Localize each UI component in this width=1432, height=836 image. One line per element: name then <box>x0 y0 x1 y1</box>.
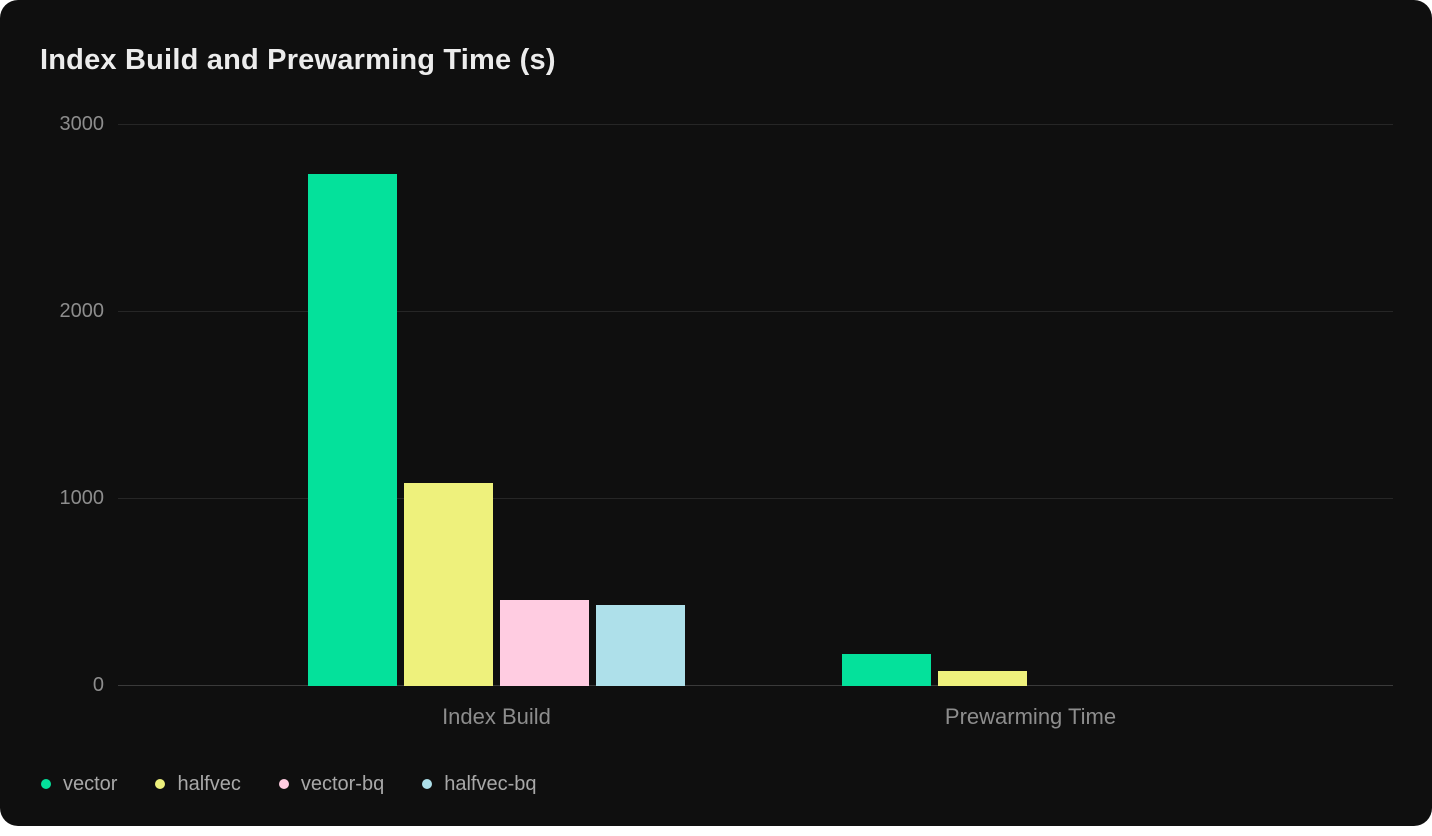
legend-item-vector[interactable]: vector <box>41 773 117 796</box>
legend-dot-icon <box>422 779 433 789</box>
legend-item-halfvec[interactable]: halfvec <box>155 772 241 796</box>
gridline-2000 <box>118 311 1393 312</box>
plot-area: Index Build Prewarming Time <box>118 124 1393 729</box>
bar-halfvec-index-build[interactable] <box>404 483 493 686</box>
legend-dot-icon <box>155 779 166 789</box>
bar-halfvec-prewarming-time[interactable] <box>938 671 1027 686</box>
legend-label: vector <box>63 772 118 795</box>
legend-label: halfvec-bq <box>444 772 537 795</box>
bar-group-index-build: Index Build <box>308 125 685 729</box>
y-axis-tick-labels: 0 1000 2000 3000 <box>0 113 105 696</box>
x-category-label: Prewarming Time <box>944 704 1117 729</box>
gridline-3000 <box>118 124 1393 125</box>
bar-vector-bq-index-build[interactable] <box>500 599 589 686</box>
bar-vector-index-build[interactable] <box>308 173 397 686</box>
bar-vector-prewarming-time[interactable] <box>842 654 931 686</box>
y-tick-label-2000: 2000 <box>59 300 105 323</box>
x-axis-baseline <box>118 685 1393 686</box>
legend-item-vector-bq[interactable]: vector-bq <box>278 772 385 796</box>
legend-label: halfvec <box>177 772 241 795</box>
x-category-label: Index Build <box>442 704 551 729</box>
gridline-1000 <box>118 498 1393 499</box>
chart-title: Index Build and Prewarming Time (s) <box>40 44 556 76</box>
y-tick-label-3000: 3000 <box>59 113 105 136</box>
legend-dot-icon <box>278 779 289 789</box>
y-tick-label-0: 0 <box>92 674 104 697</box>
legend-dot-icon <box>41 779 51 789</box>
bar-halfvec-bq-index-build[interactable] <box>596 604 685 686</box>
bar-group-prewarming-time: Prewarming Time <box>842 125 1219 729</box>
chart-legend: vector halfvec vector-bq halfvec-bq <box>41 771 537 797</box>
legend-label: vector-bq <box>300 772 385 795</box>
y-tick-label-1000: 1000 <box>59 487 105 510</box>
legend-item-halfvec-bq[interactable]: halfvec-bq <box>422 772 537 796</box>
